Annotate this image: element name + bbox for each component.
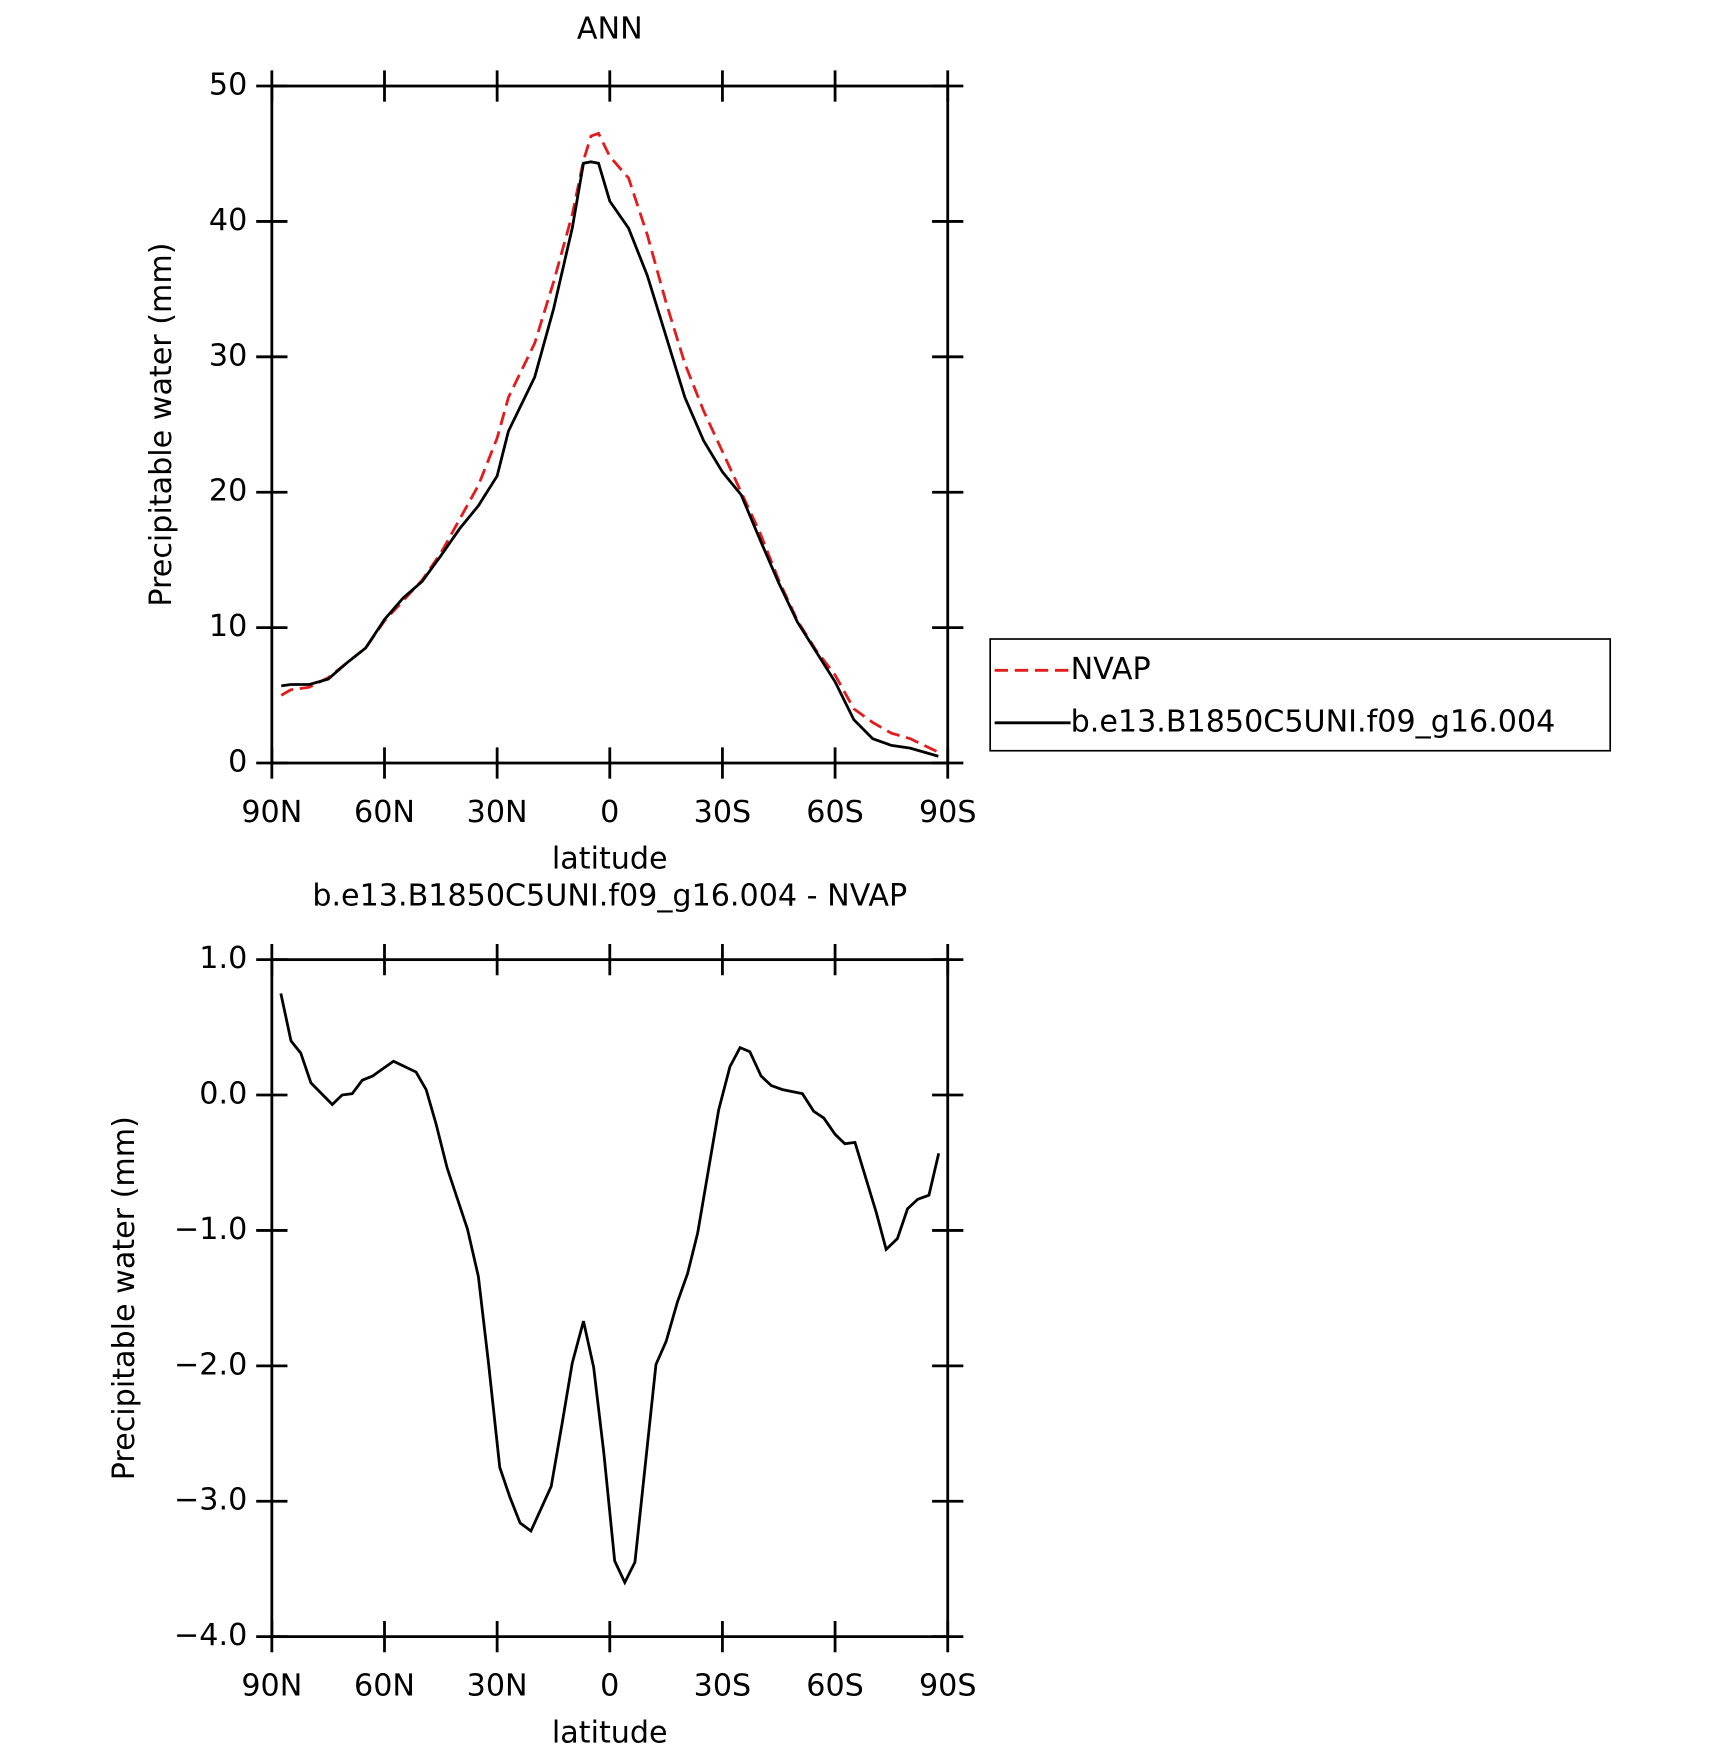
x-tick-label: 30S [694, 795, 752, 830]
y-tick-label: −3.0 [174, 1483, 247, 1518]
x-tick-label: 90S [919, 795, 977, 830]
x-tick-label: 90N [241, 1668, 302, 1703]
y-tick-label: −2.0 [174, 1347, 247, 1382]
x-tick-label: 90S [919, 1668, 977, 1703]
x-tick-label: 30N [467, 795, 528, 830]
legend-label: b.e13.B1850C5UNI.f09_g16.004 [1071, 704, 1556, 739]
y-tick-label: 10 [209, 609, 247, 644]
x-axis-label: latitude [552, 1715, 668, 1745]
x-tick-label: 0 [600, 795, 619, 830]
data-line [279, 993, 941, 1586]
y-tick-label: −1.0 [174, 1212, 247, 1247]
y-axis-label: Precipitable water (mm) [144, 242, 179, 606]
y-tick-label: 30 [209, 338, 247, 373]
plot-frame [270, 958, 950, 1639]
x-tick-label: 60S [806, 795, 864, 830]
y-tick-label: 0.0 [199, 1077, 247, 1112]
y-tick-label: 40 [209, 203, 247, 238]
chart-title: b.e13.B1850C5UNI.f09_g16.004 - NVAP [312, 879, 907, 914]
data-line [281, 160, 939, 758]
x-tick-label: 60N [354, 1668, 415, 1703]
x-tick-label: 30N [467, 1668, 528, 1703]
y-axis-label: Precipitable water (mm) [107, 1116, 142, 1480]
x-tick-label: 60S [806, 1668, 864, 1703]
x-tick-label: 30S [694, 1668, 752, 1703]
y-tick-label: 1.0 [199, 941, 247, 976]
x-tick-label: 0 [600, 1668, 619, 1703]
data-line [280, 131, 939, 754]
x-tick-label: 90N [241, 795, 302, 830]
legend-label: NVAP [1071, 652, 1151, 687]
legend-box [989, 638, 1612, 752]
y-tick-label: 0 [228, 745, 247, 780]
y-tick-label: 20 [209, 474, 247, 509]
plot-frame [270, 84, 950, 765]
x-tick-label: 60N [354, 795, 415, 830]
x-axis-label: latitude [552, 842, 668, 877]
y-tick-label: −4.0 [174, 1618, 247, 1653]
y-tick-label: 50 [209, 68, 247, 103]
chart-title: ANN [577, 12, 643, 47]
